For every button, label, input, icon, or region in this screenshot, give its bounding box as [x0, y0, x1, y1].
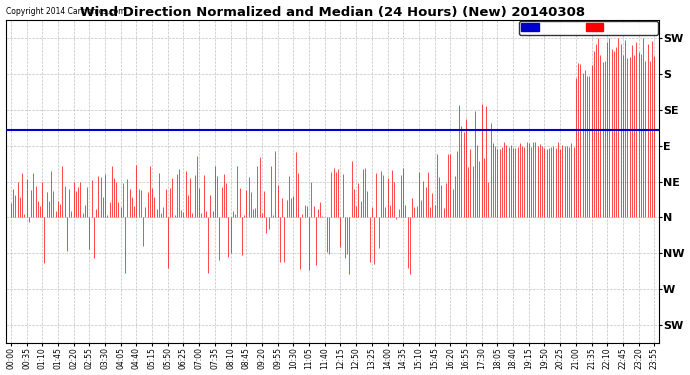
Text: Copyright 2014 Cartronics.com: Copyright 2014 Cartronics.com [6, 8, 126, 16]
Title: Wind Direction Normalized and Median (24 Hours) (New) 20140308: Wind Direction Normalized and Median (24… [80, 6, 585, 18]
Legend: Average, Direction: Average, Direction [520, 21, 658, 34]
